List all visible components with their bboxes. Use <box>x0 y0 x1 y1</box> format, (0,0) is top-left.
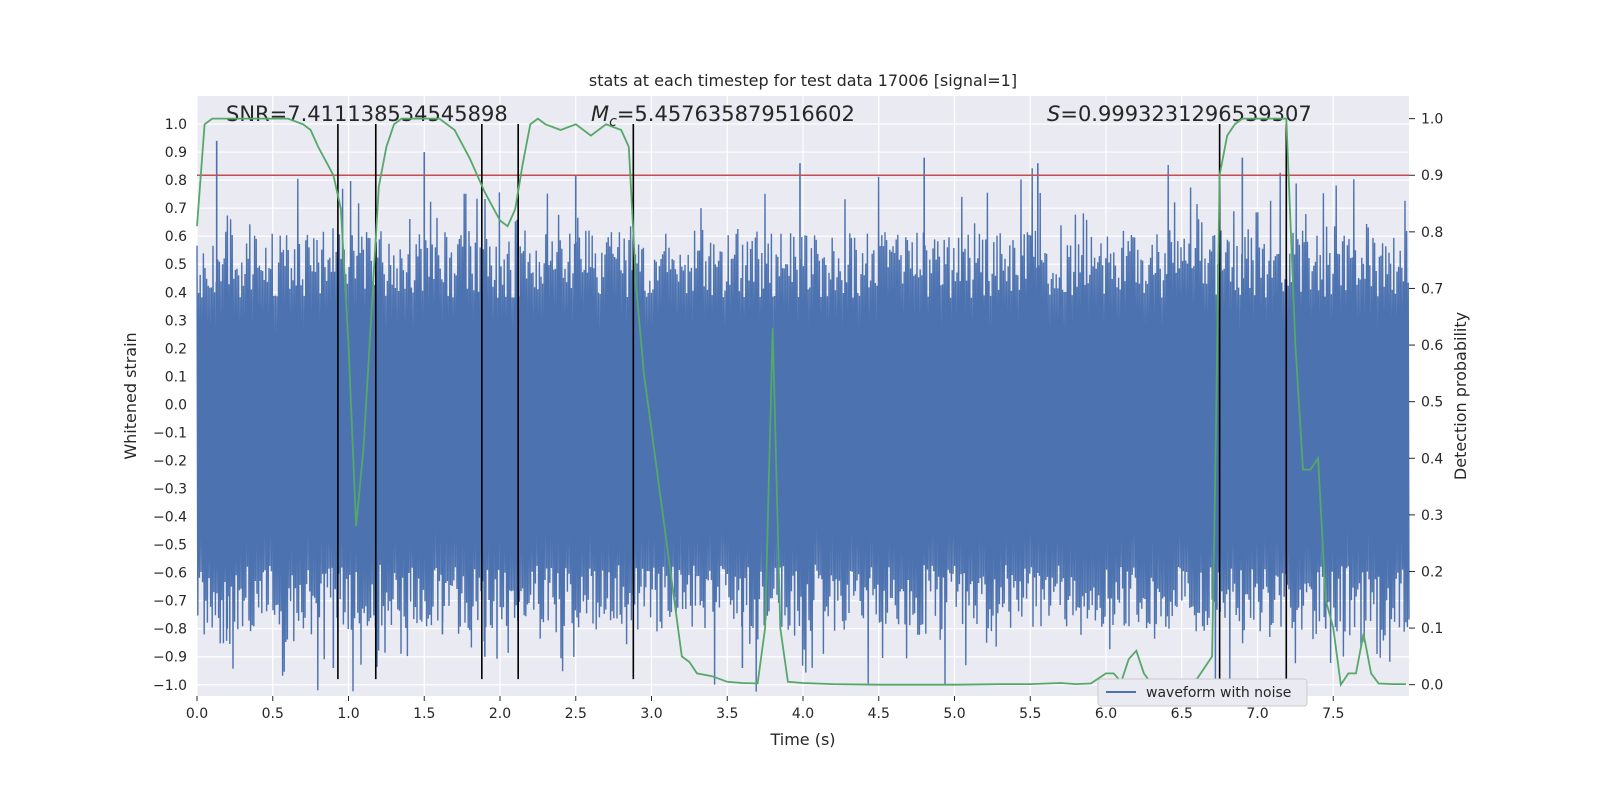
y-tick-label: 0.1 <box>165 369 187 385</box>
x-tick-label: 2.5 <box>565 706 587 722</box>
y-tick-label: 0.0 <box>165 397 187 413</box>
x-tick-label: 1.5 <box>413 706 435 722</box>
x-tick-label: 1.0 <box>337 706 359 722</box>
y-right-tick-label: 0.5 <box>1421 395 1443 411</box>
y-tick-label: 0.9 <box>165 145 187 161</box>
x-tick-label: 4.0 <box>792 706 814 722</box>
chirp-mass-value: =5.457635879516602 <box>617 102 855 126</box>
x-tick-label: 3.0 <box>640 706 662 722</box>
chirp-mass-annotation: Mc=5.457635879516602 <box>591 102 855 130</box>
x-tick-label: 3.5 <box>716 706 738 722</box>
y-tick-label: −0.9 <box>153 650 187 666</box>
y-tick-label: −0.6 <box>153 566 187 582</box>
score-symbol: S <box>1047 102 1060 126</box>
y-right-tick-label: 0.2 <box>1421 564 1443 580</box>
y-right-tick-label: 0.9 <box>1421 168 1443 184</box>
legend-box <box>1097 678 1308 707</box>
x-tick-label: 0.0 <box>186 706 208 722</box>
y-tick-label: −0.2 <box>153 453 187 469</box>
y-right-tick-label: 0.1 <box>1421 621 1443 637</box>
chart-title: stats at each timestep for test data 170… <box>589 71 1017 90</box>
x-tick-label: 5.5 <box>1019 706 1041 722</box>
y-tick-label: −0.3 <box>153 482 187 498</box>
y-axis-left-ticks: 1.0 0.9 0.8 0.7 0.6 0.5 0.4 0.3 0.2 0.1 0.0 −0.1 −0.… <box>153 117 187 694</box>
annotation-layer: SNR=7.411138534545898 Mc=5.4576358795166… <box>226 102 1312 130</box>
y-axis-right-ticks: 1.0 0.9 0.8 0.7 0.6 0.5 0.4 0.3 0.2 0.1 0.0 <box>1409 112 1443 694</box>
y-right-tick-label: 0.0 <box>1421 678 1443 694</box>
x-tick-label: 6.0 <box>1095 706 1117 722</box>
y-tick-label: −0.7 <box>153 594 187 610</box>
y-tick-label: 0.3 <box>165 313 187 329</box>
y-tick-label: 0.6 <box>165 229 187 245</box>
x-tick-label: 2.0 <box>489 706 511 722</box>
y-tick-label: −1.0 <box>153 678 187 694</box>
legend: waveform with noise <box>1097 678 1308 707</box>
y-right-tick-label: 0.8 <box>1421 225 1443 241</box>
x-tick-label: 7.5 <box>1322 706 1344 722</box>
y-tick-label: 0.8 <box>165 173 187 189</box>
score-value: =0.9993231296539307 <box>1060 102 1311 126</box>
waveform-noise-trace <box>196 164 1410 692</box>
x-tick-label: 0.5 <box>262 706 284 722</box>
y-right-tick-label: 0.7 <box>1421 281 1443 297</box>
y-tick-label: −0.4 <box>153 510 187 526</box>
x-axis-ticks: 0.0 0.5 1.0 1.5 2.0 2.5 3.0 3.5 4.0 4.5 5.0 5.5 6.0 6… <box>186 696 1344 722</box>
x-tick-label: 6.5 <box>1171 706 1193 722</box>
score-annotation: S=0.9993231296539307 <box>1047 102 1312 126</box>
x-axis-label: Time (s) <box>769 730 835 749</box>
detection-probability-line <box>196 117 1406 688</box>
y-tick-label: −0.1 <box>153 425 187 441</box>
y-tick-label: −0.8 <box>153 622 187 638</box>
y-axis-right-label: Detection probability <box>1451 312 1470 480</box>
y-right-tick-label: 0.4 <box>1421 451 1443 467</box>
probability-layer <box>196 117 1406 688</box>
y-tick-label: 0.2 <box>165 341 187 357</box>
waveform-layer <box>196 140 1410 692</box>
x-tick-label: 4.5 <box>868 706 890 722</box>
chirp-mass-symbol: M <box>591 102 609 126</box>
y-tick-label: 0.5 <box>165 257 187 273</box>
x-tick-label: 5.0 <box>943 706 965 722</box>
chirp-mass-subscript: c <box>609 114 617 130</box>
y-tick-label: 0.7 <box>165 201 187 217</box>
y-right-tick-label: 0.3 <box>1421 508 1443 524</box>
y-tick-label: 1.0 <box>165 117 187 133</box>
y-tick-label: 0.4 <box>165 285 187 301</box>
snr-annotation: SNR=7.411138534545898 <box>226 102 508 126</box>
y-right-tick-label: 0.6 <box>1421 338 1443 354</box>
y-tick-label: −0.5 <box>153 538 187 554</box>
x-tick-label: 7.0 <box>1246 706 1268 722</box>
y-right-tick-label: 1.0 <box>1421 112 1443 128</box>
legend-waveform-label: waveform with noise <box>1146 685 1291 701</box>
y-axis-label: Whitened strain <box>121 332 140 459</box>
